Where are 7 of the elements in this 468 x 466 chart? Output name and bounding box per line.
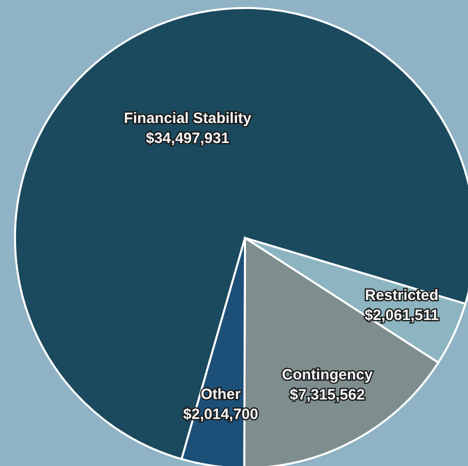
- data-label: $7,315,562: [290, 386, 365, 404]
- slice-label: Restricted: [365, 287, 438, 304]
- slice-label: Financial Stability: [124, 110, 252, 128]
- data-label: $2,061,511: [364, 307, 439, 324]
- slice-label: Other: [200, 386, 241, 403]
- data-label: $34,497,931: [146, 130, 230, 148]
- slice-label: Contingency: [282, 366, 374, 384]
